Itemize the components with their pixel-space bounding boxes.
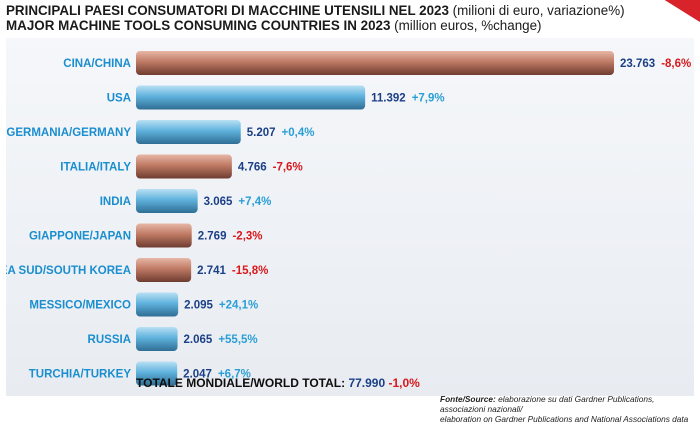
- title-english-units: (million euros, %change): [390, 18, 542, 33]
- title-english: MAJOR MACHINE TOOLS CONSUMING COUNTRIES …: [6, 18, 626, 33]
- chart-panel: CINA/CHINA 23.763 -8,6% USA 11.392 +7,9% GERMA…: [6, 38, 694, 396]
- bar-chart: CINA/CHINA 23.763 -8,6% USA 11.392 +7,9% GERMA…: [6, 51, 691, 386]
- category-label: ITALIA/ITALY: [60, 162, 131, 174]
- bar: [136, 51, 614, 75]
- category-label: CINA/CHINA: [63, 58, 131, 70]
- world-total-change: -1,0%: [388, 376, 420, 390]
- source-label: Fonte/Source:: [440, 394, 496, 404]
- world-total-label: TOTALE MONDIALE/WORLD TOTAL:: [136, 376, 346, 390]
- change-label: +24,1%: [219, 300, 258, 312]
- bar: [136, 85, 366, 110]
- value-label: 23.763: [620, 58, 655, 70]
- value-label: 4.766: [238, 162, 267, 174]
- change-label: +6,7%: [218, 369, 251, 381]
- change-label: -15,8%: [232, 265, 268, 277]
- title-italian-main: PRINCIPALI PAESI CONSUMATORI DI MACCHINE…: [6, 3, 449, 18]
- category-label: MESSICO/MEXICO: [29, 300, 131, 312]
- value-label: 5.207: [247, 127, 276, 139]
- decorative-corner-stripe: [651, 0, 700, 29]
- category-label: GERMANIA/GERMANY: [6, 127, 131, 139]
- change-label: -2,3%: [232, 231, 262, 243]
- bar: [136, 361, 178, 386]
- world-total-value: 77.990: [348, 376, 386, 390]
- source-line-2: elaboration on Gardner Publications and …: [440, 414, 689, 424]
- title-english-main: MAJOR MACHINE TOOLS CONSUMING COUNTRIES …: [6, 18, 391, 33]
- category-label: USA: [107, 93, 131, 105]
- change-label: -8,6%: [661, 58, 691, 70]
- change-label: +7,4%: [238, 196, 271, 208]
- change-label: +0,4%: [282, 127, 315, 139]
- bar: [136, 292, 179, 317]
- value-label: 2.769: [198, 231, 227, 243]
- bar: [136, 189, 198, 213]
- value-label: 3.065: [204, 196, 233, 208]
- category-label: COREA SUD/SOUTH KOREA: [6, 265, 131, 277]
- change-label: +55,5%: [218, 334, 257, 346]
- value-label: 2.047: [183, 369, 212, 381]
- title-italian: PRINCIPALI PAESI CONSUMATORI DI MACCHINE…: [6, 3, 626, 18]
- bar: [136, 258, 192, 282]
- bar: [136, 120, 241, 144]
- value-label: 2.095: [184, 300, 213, 312]
- category-label: TURCHIA/TURKEY: [29, 369, 132, 381]
- category-label: INDIA: [100, 196, 131, 208]
- bar: [136, 154, 232, 179]
- bar: [136, 223, 192, 248]
- value-label: 2.741: [197, 265, 226, 277]
- source-note: Fonte/Source: elaborazione su dati Gardn…: [440, 394, 696, 424]
- chart-title: PRINCIPALI PAESI CONSUMATORI DI MACCHINE…: [6, 3, 626, 33]
- value-label: 2.065: [184, 334, 213, 346]
- bar: [136, 327, 178, 351]
- world-total: TOTALE MONDIALE/WORLD TOTAL: 77.990 -1,0…: [136, 376, 420, 390]
- change-label: +7,9%: [412, 93, 445, 105]
- title-italian-units: (milioni di euro, variazione%): [448, 3, 625, 18]
- source-line-1: elaborazione su dati Gardner Publication…: [440, 394, 655, 414]
- change-label: -7,6%: [273, 162, 303, 174]
- value-label: 11.392: [371, 93, 406, 105]
- category-label: GIAPPONE/JAPAN: [29, 231, 131, 243]
- category-label: RUSSIA: [88, 334, 131, 346]
